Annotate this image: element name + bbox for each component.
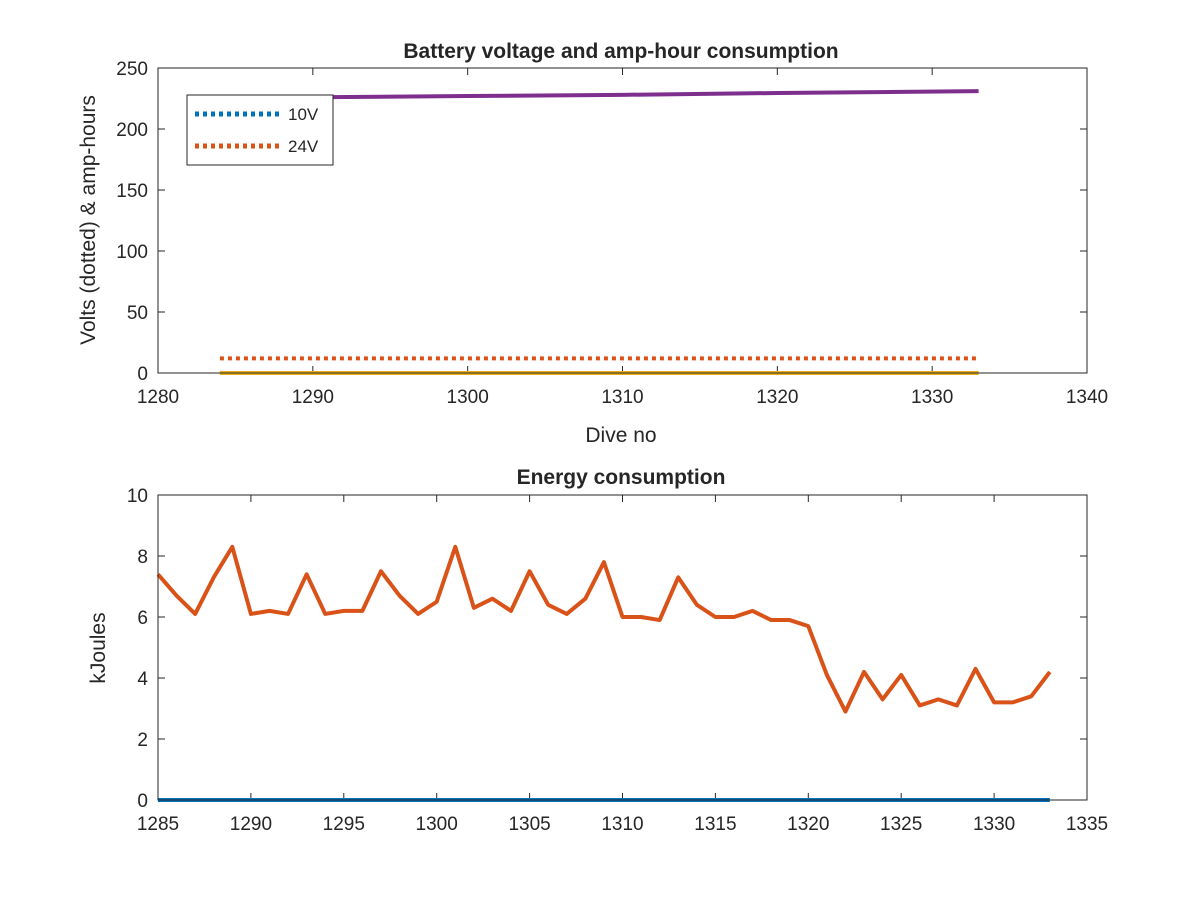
legend: 10V 24V [186,94,334,166]
axis-ticks: 1285 1290 1295 1300 1305 1310 1315 1320 1325 1330… [127,486,1108,835]
plot-lines [219,89,979,375]
y-tick-label: 8 [137,547,148,568]
series-line [219,89,979,101]
x-tick-label: 1290 [292,387,334,408]
x-tick-label: 1310 [601,814,643,835]
plot-area-border [157,67,1088,374]
x-tick-label: 1300 [447,387,489,408]
y-axis-label: kJoules [87,612,110,683]
legend-label-10v: 10V [288,105,319,124]
plot-lines [156,544,1052,802]
legend-label-24v: 24V [288,137,319,156]
y-tick-label: 2 [137,730,148,751]
x-tick-label: 1310 [601,387,643,408]
y-tick-label: 250 [116,59,148,80]
y-axis-label: Volts (dotted) & amp-hours [77,95,100,345]
y-tick-label: 100 [116,242,148,263]
x-tick-label: 1300 [416,814,458,835]
x-tick-label: 1325 [880,814,922,835]
series-line [156,544,1052,714]
x-tick-label: 1330 [911,387,953,408]
x-tick-label: 1280 [137,387,179,408]
plot-area-border [157,494,1088,801]
energy-consumption-chart: Energy consumption kJoules 1285 1290 1295 1… [87,466,1108,835]
legend-box [186,94,334,166]
x-tick-label: 1295 [323,814,365,835]
x-tick-label: 1340 [1066,387,1108,408]
axis-ticks: 1280 1290 1300 1310 1320 1330 1340 0 50 100 150 200… [116,59,1108,408]
y-tick-label: 4 [137,669,148,690]
y-tick-label: 6 [137,608,148,629]
x-tick-label: 1335 [1066,814,1108,835]
x-tick-label: 1285 [137,814,179,835]
x-tick-label: 1290 [230,814,272,835]
y-tick-label: 50 [127,303,148,324]
x-axis-label: Dive no [585,424,656,447]
x-tick-label: 1315 [694,814,736,835]
chart-title: Energy consumption [517,466,726,489]
voltage-amp-hour-chart: Battery voltage and amp-hour consumption… [77,40,1108,447]
y-tick-label: 150 [116,181,148,202]
x-tick-label: 1330 [973,814,1015,835]
x-tick-label: 1320 [787,814,829,835]
y-tick-label: 10 [127,486,148,507]
x-tick-label: 1320 [756,387,798,408]
y-tick-label: 0 [137,791,148,812]
chart-title: Battery voltage and amp-hour consumption [403,40,838,63]
y-tick-label: 0 [137,364,148,385]
y-tick-label: 200 [116,120,148,141]
x-tick-label: 1305 [508,814,550,835]
